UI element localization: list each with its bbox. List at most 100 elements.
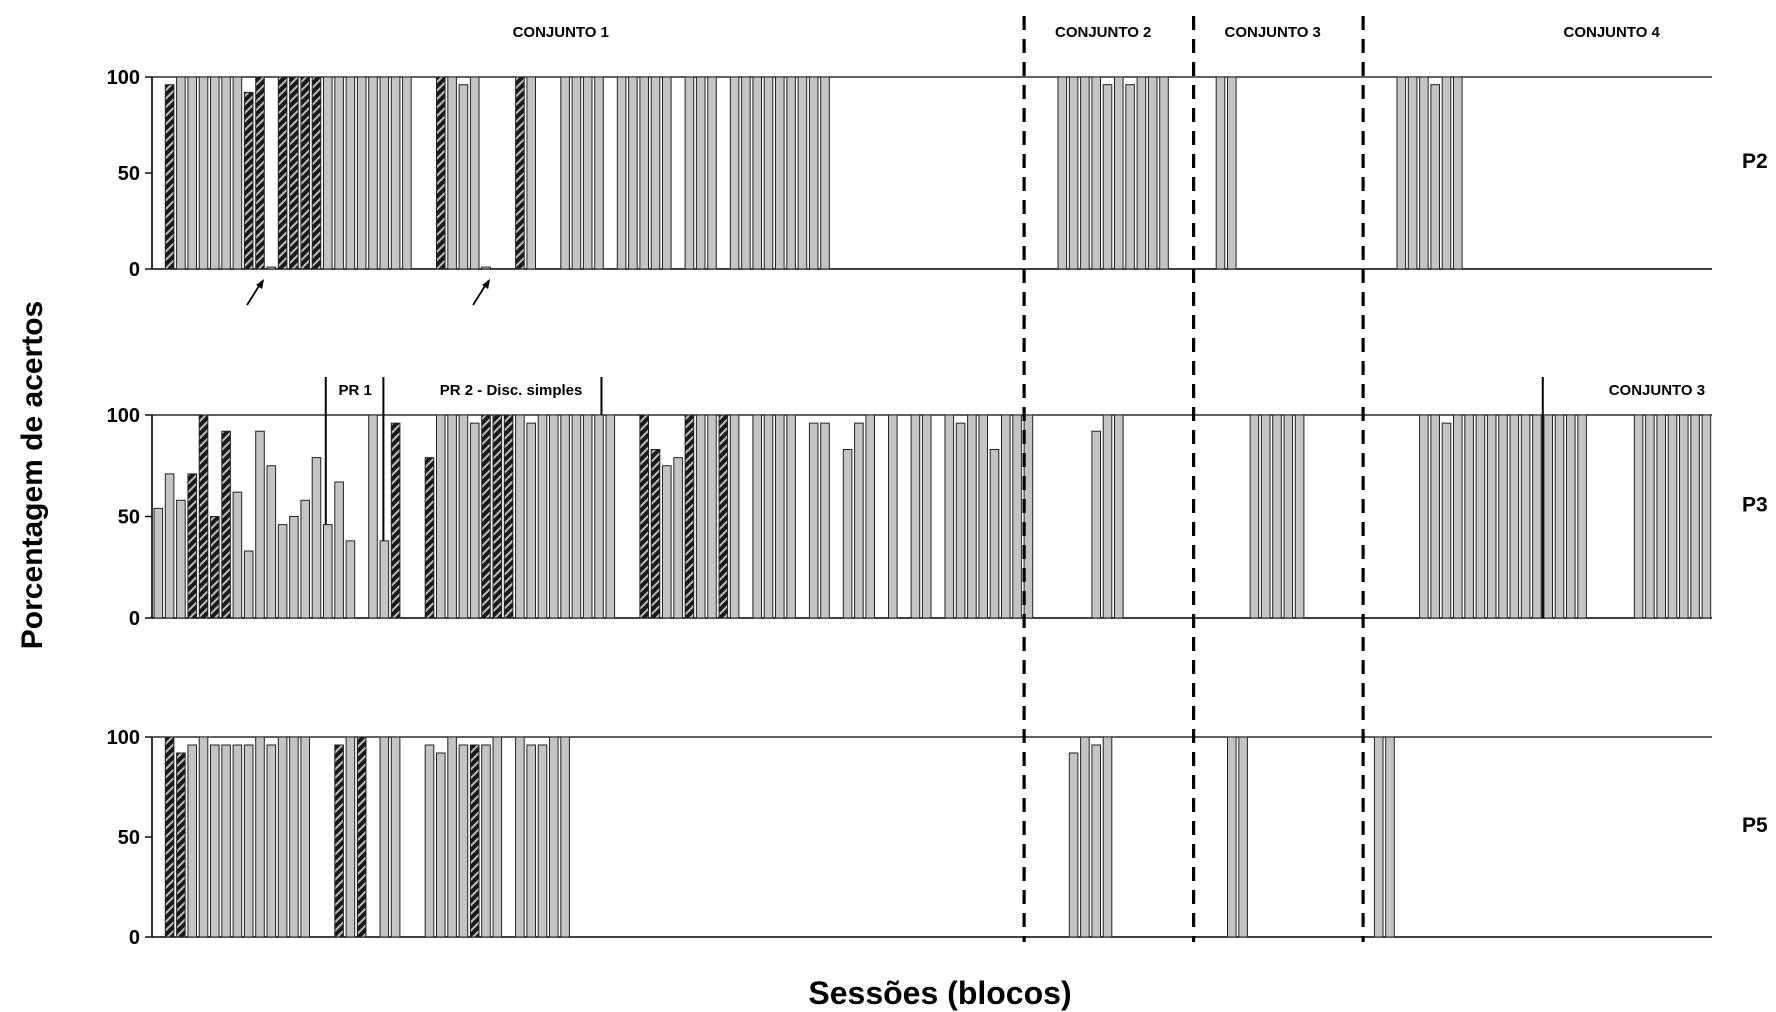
bar-P3-67: [1023, 414, 1034, 619]
bar-P3-35: [571, 414, 582, 619]
bar-P2-61: [1215, 76, 1226, 270]
bar-P3-25: [458, 414, 469, 619]
bar-P2-31: [571, 76, 582, 270]
bar-P3-66: [1012, 414, 1022, 619]
bar-P2-2: [176, 76, 186, 270]
bar-P3-40: [650, 449, 661, 619]
bar-P2-49: [808, 76, 819, 270]
bar-P3-76: [1419, 414, 1429, 619]
phase-label-3: CONJUNTO 3: [1224, 24, 1320, 41]
bar-P2-42: [729, 76, 740, 270]
bar-P2-14: [311, 76, 322, 270]
bar-P3-61: [955, 422, 966, 619]
bar-P2-44: [752, 76, 763, 270]
bar-P3-12: [277, 524, 288, 619]
bar-P3-91: [1633, 414, 1644, 619]
bar-P3-52: [808, 422, 819, 619]
bar-P3-46: [718, 414, 729, 619]
bar-P2-55: [1102, 84, 1113, 270]
bar-P3-62: [967, 414, 977, 619]
bar-P3-32: [537, 414, 548, 619]
bar-P2-39: [684, 76, 695, 270]
bar-P2-43: [741, 76, 751, 270]
bar-P3-26: [469, 422, 480, 619]
y-tick-label-P3-100: 100: [107, 405, 140, 427]
bar-P2-65: [1419, 76, 1429, 270]
bar-P2-46: [775, 76, 785, 270]
bar-P3-64: [989, 449, 1000, 619]
bar-P3-50: [775, 414, 785, 619]
bar-P5-24: [481, 744, 491, 938]
bar-P5-26: [515, 736, 525, 938]
bar-P3-41: [662, 465, 672, 619]
bar-P5-9: [255, 736, 265, 938]
bar-P5-28: [537, 744, 548, 938]
subphase-label-1: PR 1: [338, 382, 371, 399]
y-tick-label-P2-0: 0: [129, 259, 140, 281]
bar-P2-17: [345, 76, 356, 270]
bar-P5-11: [277, 736, 288, 938]
bar-P2-5: [210, 76, 220, 270]
bar-P3-30: [515, 414, 525, 619]
bar-P2-4: [198, 76, 209, 270]
bar-P3-84: [1509, 414, 1520, 619]
bar-P5-32: [1080, 736, 1090, 938]
bar-P2-9: [255, 76, 265, 270]
bar-P3-16: [323, 524, 333, 619]
participant-label-P3: P3: [1742, 494, 1768, 517]
bar-P5-3: [187, 744, 197, 938]
bar-P2-67: [1441, 76, 1452, 270]
bar-P3-65: [1001, 414, 1011, 619]
bar-P3-49: [763, 414, 774, 619]
bar-P5-15: [345, 736, 356, 938]
bar-P5-20: [436, 752, 446, 938]
bar-P3-97: [1701, 414, 1712, 619]
bar-P2-35: [628, 76, 638, 270]
bar-P2-28: [515, 76, 525, 270]
bar-P2-30: [560, 76, 570, 270]
bar-P2-66: [1430, 84, 1441, 270]
bar-P3-39: [639, 414, 650, 619]
bar-P3-34: [560, 414, 570, 619]
bar-P3-2: [164, 473, 175, 619]
bar-P3-70: [1114, 414, 1124, 619]
y-axis-label: Porcentagem de acertos: [16, 301, 49, 649]
bar-P2-60: [1159, 76, 1169, 270]
bar-P5-29: [549, 736, 559, 938]
bar-P2-47: [786, 76, 796, 270]
bar-P5-14: [334, 744, 344, 938]
bar-P2-63: [1396, 76, 1407, 270]
bar-P3-47: [729, 414, 740, 619]
bar-P2-68: [1453, 76, 1463, 270]
bar-P5-7: [232, 744, 243, 938]
bar-P2-26: [469, 76, 480, 270]
bar-P3-28: [492, 414, 503, 619]
bar-P3-93: [1656, 414, 1667, 619]
bar-P5-1: [164, 736, 175, 938]
bar-P5-35: [1227, 736, 1237, 938]
bar-P3-59: [921, 414, 932, 619]
bar-P2-45: [763, 76, 774, 270]
bar-P2-51: [1057, 76, 1068, 270]
bar-P3-5: [198, 414, 209, 619]
bar-P3-45: [707, 414, 717, 619]
bar-P3-23: [436, 414, 446, 619]
bar-P3-27: [481, 414, 491, 619]
bar-P3-51: [786, 414, 796, 619]
bar-P3-82: [1486, 414, 1497, 619]
bar-P2-3: [187, 76, 197, 270]
bar-P2-36: [639, 76, 650, 270]
bar-P2-6: [221, 76, 231, 270]
bar-P5-16: [356, 736, 367, 938]
bar-P3-80: [1464, 414, 1474, 619]
bar-P3-89: [1566, 414, 1576, 619]
bar-P2-21: [390, 76, 401, 270]
bar-P5-10: [266, 744, 277, 938]
bar-P3-88: [1554, 414, 1565, 619]
bar-P2-50: [820, 76, 830, 270]
bar-P5-31: [1068, 752, 1079, 938]
subphase-label-2: PR 2 - Disc. simples: [440, 382, 583, 399]
bar-P5-33: [1091, 744, 1102, 938]
bar-P3-11: [266, 465, 277, 619]
